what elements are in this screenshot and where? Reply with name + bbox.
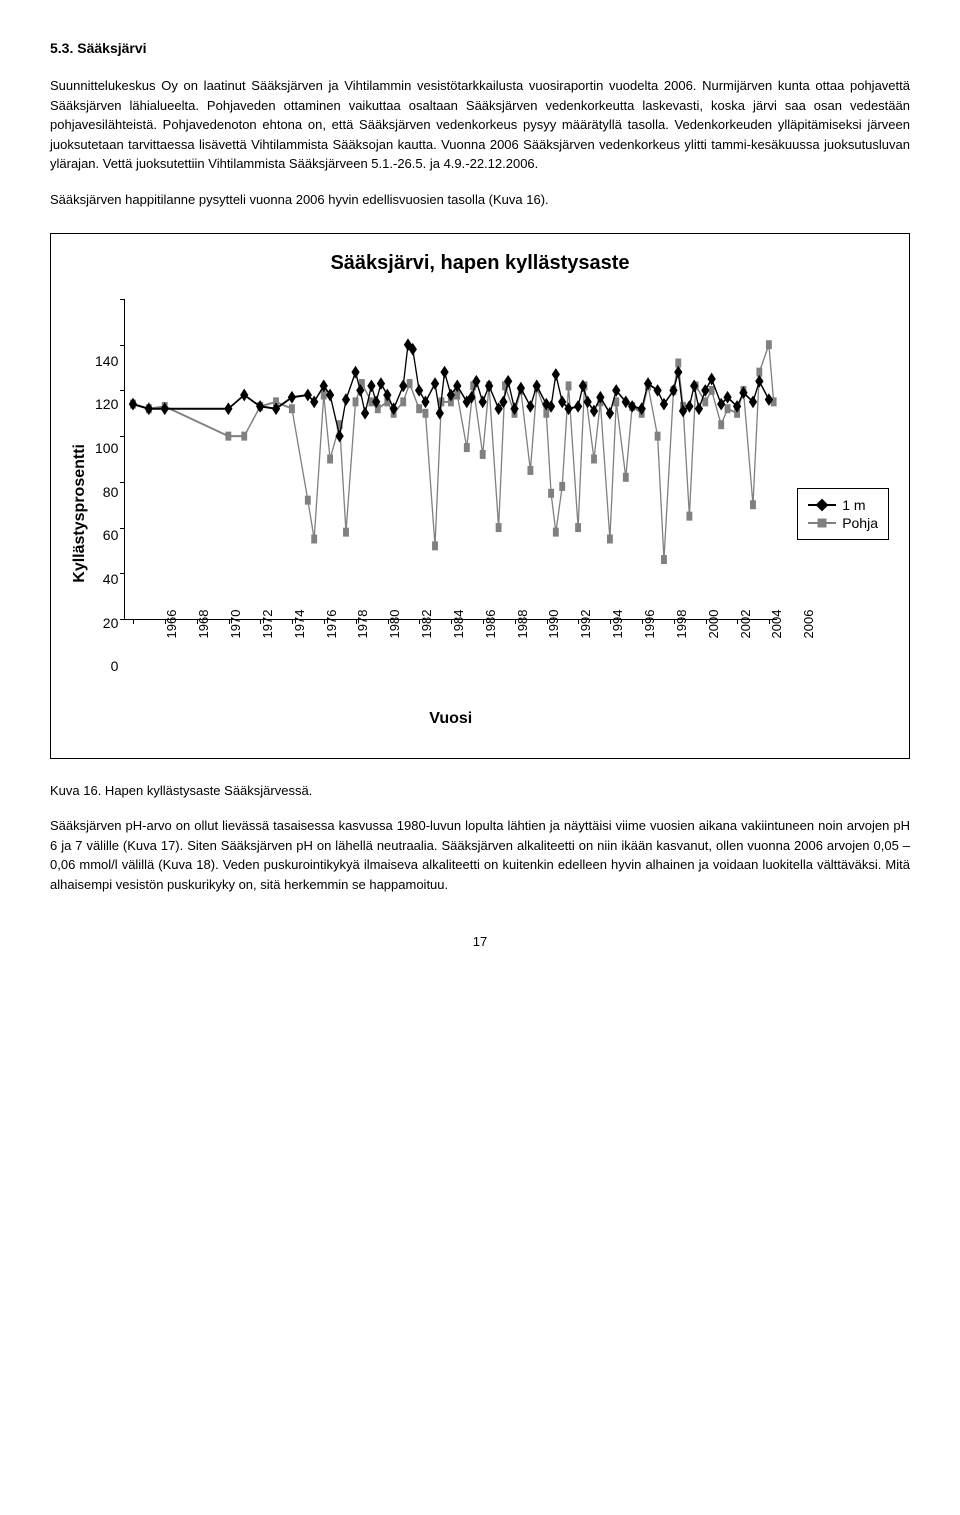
chart-yaxis: 140120100806040200 xyxy=(95,354,118,674)
paragraph-2: Sääksjärven happitilanne pysytteli vuonn… xyxy=(50,190,910,210)
chart-xlabel: Vuosi xyxy=(124,710,777,728)
section-heading: 5.3. Sääksjärvi xyxy=(50,40,910,56)
chart-ylabel: Kyllästysprosentti xyxy=(71,444,89,583)
chart-container: Sääksjärvi, hapen kyllästysaste Kyllästy… xyxy=(50,233,910,759)
chart-xaxis: 1966196819701972197419761978198019821984… xyxy=(124,624,777,664)
figure-caption: Kuva 16. Hapen kyllästysaste Sääksjärves… xyxy=(50,783,910,798)
page-number: 17 xyxy=(50,934,910,949)
chart-plot-area xyxy=(124,299,777,620)
chart-legend: 1 mPohja xyxy=(797,488,889,540)
paragraph-3: Sääksjärven pH-arvo on ollut lievässä ta… xyxy=(50,816,910,894)
paragraph-1: Suunnittelukeskus Oy on laatinut Sääksjä… xyxy=(50,76,910,174)
chart-title: Sääksjärvi, hapen kyllästysaste xyxy=(71,252,889,275)
